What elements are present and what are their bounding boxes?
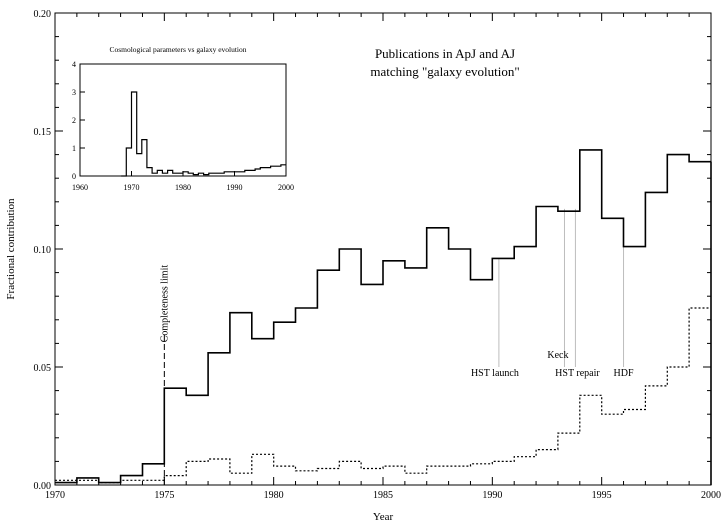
inset-y-tick-label: 2 [72, 116, 76, 125]
inset-frame [79, 63, 287, 177]
inset-y-tick-label: 1 [72, 144, 76, 153]
event-marker-label: Keck [547, 350, 568, 361]
x-tick-label: 1995 [592, 490, 612, 501]
x-tick-label: 1980 [264, 490, 284, 501]
inset-y-tick-label: 0 [72, 172, 76, 181]
inset-x-tick-label: 1960 [72, 183, 88, 192]
x-tick-label: 2000 [701, 490, 721, 501]
y-axis-label: Fractional contribution [5, 198, 17, 300]
chart-title-line: matching "galaxy evolution" [370, 64, 519, 79]
inset-x-tick-label: 1990 [227, 183, 243, 192]
x-tick-label: 1990 [482, 490, 502, 501]
event-marker-label: HST launch [471, 368, 519, 379]
x-tick-label: 1985 [373, 490, 393, 501]
inset-x-tick-label: 1980 [175, 183, 191, 192]
x-tick-label: 1975 [154, 490, 174, 501]
chart-title-line: Publications in ApJ and AJ [375, 46, 515, 61]
dotted-series-line [55, 307, 711, 484]
event-marker-label: HST repair [555, 368, 600, 379]
y-tick-label: 0.10 [34, 245, 52, 256]
main-plot: 1970 1975 1980 1985 1990 1995 2000 0.00 0.05 0.10… [5, 9, 721, 523]
inset-y-tick-label: 4 [72, 60, 76, 69]
inset-plot: Cosmological parameters vs galaxy evolut… [72, 45, 294, 192]
x-tick-label: 1970 [45, 490, 65, 501]
solid-series-line [55, 149, 711, 484]
inset-y-tick-label: 3 [72, 88, 76, 97]
y-tick-label: 0.00 [34, 481, 52, 492]
event-marker-label: HDF [614, 368, 634, 379]
inset-x-tick-label: 1970 [124, 183, 140, 192]
y-tick-label: 0.05 [34, 363, 52, 374]
x-axis-label: Year [373, 511, 394, 523]
y-tick-label: 0.15 [34, 127, 52, 138]
y-tick-label: 0.20 [34, 9, 52, 20]
inset-series-line [121, 91, 286, 177]
completeness-limit-label: Completeness limit [159, 265, 170, 343]
inset-title: Cosmological parameters vs galaxy evolut… [109, 45, 246, 54]
inset-x-tick-label: 2000 [278, 183, 294, 192]
